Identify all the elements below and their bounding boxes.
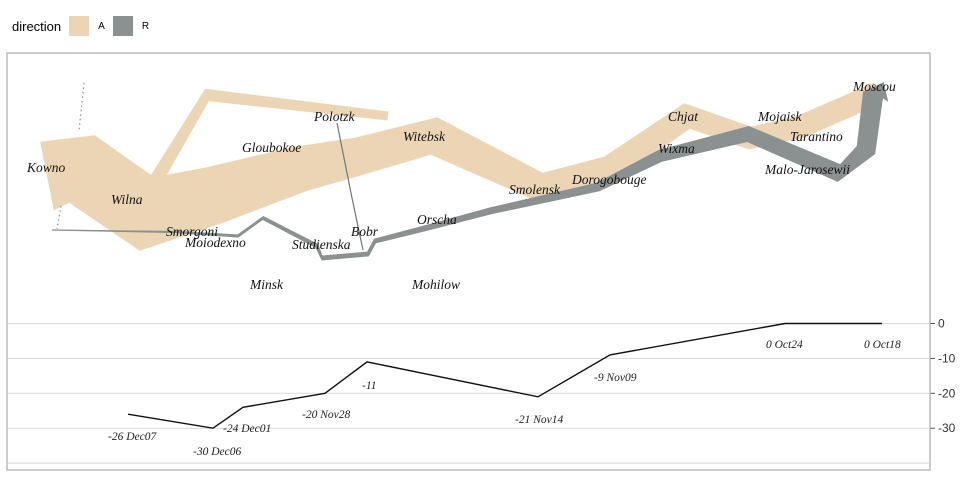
city-label: Polotzk (313, 109, 356, 124)
city-label: Tarantino (790, 129, 843, 144)
temperature-point-label: -24 Dec01 (223, 423, 271, 435)
city-label: Wixma (658, 141, 695, 156)
temperature-point-label: -26 Dec07 (108, 431, 157, 443)
temperature-point-label: 0 Oct18 (864, 339, 901, 351)
grid: 0 -10 -20 -30 (6, 52, 956, 471)
y-axis-tick-label: -30 (938, 421, 956, 435)
advance-polotzk-branch-band (147, 88, 389, 189)
city-label: Malo-Jarosewii (764, 162, 850, 177)
city-label: Kowno (26, 160, 66, 175)
y-axis-tick-label: -20 (938, 386, 956, 400)
temperature-line (127, 322, 882, 429)
legend-title: direction (12, 18, 62, 34)
temperature-point-label: -21 Nov14 (515, 414, 563, 426)
city-label: Moscou (852, 79, 896, 94)
city-label: Smolensk (509, 182, 561, 197)
city-label: Minsk (249, 277, 284, 292)
city-label: Witebsk (403, 129, 446, 144)
city-label: Mohilow (411, 277, 460, 292)
city-label: Studienska (292, 237, 351, 252)
temperature-point-label: -9 Nov09 (594, 372, 637, 384)
legend-swatch-advance (69, 16, 90, 36)
panel-border (6, 52, 931, 471)
legend-swatch-retreat (112, 16, 133, 36)
city-label: Dorogobouge (571, 172, 647, 187)
temperature-point-label: 0 Oct24 (766, 339, 803, 351)
city-label: Chjat (668, 109, 699, 124)
legend: direction A R (12, 14, 149, 38)
retreat-north-detachment-path (56, 205, 62, 230)
city-label: Orscha (417, 212, 457, 227)
advance-north-detachment-path (78, 82, 85, 132)
city-label: Mojaisk (757, 109, 803, 124)
city-label: Bobr (351, 224, 379, 239)
y-axis-tick-label: -10 (938, 351, 956, 365)
retreat-polotzk-branch-path (336, 122, 364, 251)
city-label: Gloubokoe (242, 140, 301, 155)
city-label: Moiodexno (184, 235, 246, 250)
city-label: Smorgoni (166, 224, 218, 239)
temperature-chart: -26 Dec07 -30 Dec06 -24 Dec01 -20 Nov28 -11 -… (108, 322, 901, 458)
advance-main-band (40, 82, 883, 251)
legend-label-retreat: R (141, 20, 150, 32)
temperature-point-label: -20 Nov28 (302, 409, 350, 421)
legend-label-advance: A (98, 20, 105, 32)
temperature-point-label: -11 (362, 380, 376, 392)
temperature-point-label: -30 Dec06 (193, 446, 241, 458)
y-axis-tick-label: 0 (938, 317, 945, 331)
city-label: Wilna (111, 192, 143, 207)
